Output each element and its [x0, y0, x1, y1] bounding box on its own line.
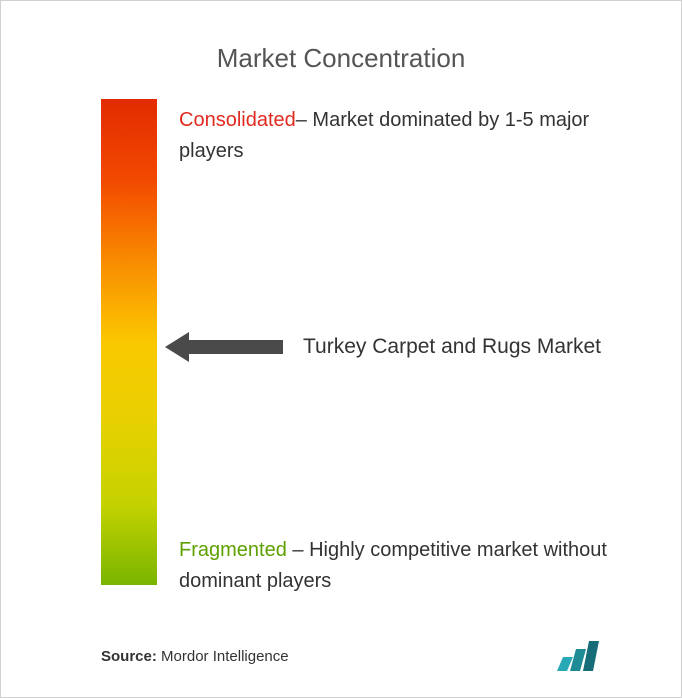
fragmented-label-block: Fragmented – Highly competitive market w…	[179, 535, 659, 597]
consolidated-label-block: Consolidated– Market dominated by 1-5 ma…	[179, 105, 659, 167]
arrow-left-icon	[165, 332, 285, 362]
consolidated-keyword: Consolidated	[179, 109, 296, 131]
source-name: Mordor Intelligence	[161, 648, 289, 665]
concentration-gradient-bar	[101, 99, 157, 585]
concentration-diagram: Consolidated– Market dominated by 1-5 ma…	[101, 99, 661, 585]
market-position-marker: Turkey Carpet and Rugs Market	[165, 332, 601, 362]
fragmented-keyword: Fragmented	[179, 539, 287, 561]
source-citation: Source: Mordor Intelligence	[101, 648, 289, 665]
chart-title: Market Concentration	[1, 1, 681, 74]
mordor-logo-icon	[557, 641, 601, 671]
market-name-label: Turkey Carpet and Rugs Market	[303, 335, 601, 359]
source-label: Source:	[101, 648, 157, 665]
footer: Source: Mordor Intelligence	[101, 641, 601, 671]
